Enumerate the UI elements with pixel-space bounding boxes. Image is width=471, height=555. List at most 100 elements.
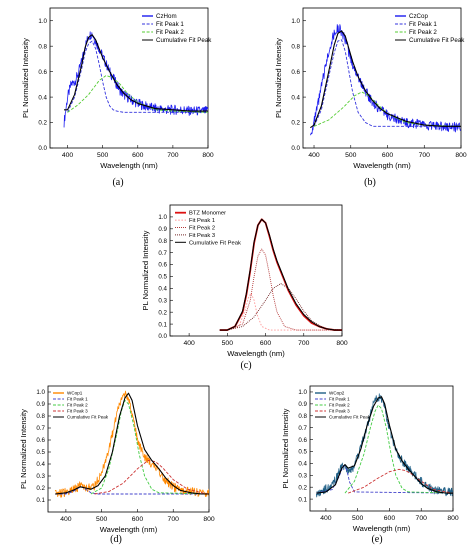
series-line-fit-peak-3 — [227, 283, 342, 331]
y-tick-label: 0.3 — [298, 472, 307, 479]
x-tick-label: 400 — [320, 515, 332, 522]
x-tick-label: 400 — [62, 152, 74, 159]
series-line-cumulative-fit-peak — [316, 396, 453, 494]
y-tick-label: 0.4 — [298, 461, 307, 468]
x-tick-label: 500 — [97, 152, 109, 159]
y-tick-label: 0.2 — [38, 120, 47, 127]
chart-panel-c: 400 500 600 700 800 0.0 0.1 0.2 0.3 0.4 0.5 0.6 0.7 0… — [141, 204, 348, 358]
y-tick-label: 0.8 — [158, 238, 167, 245]
x-axis-label: Wavelength (nm) — [100, 161, 158, 170]
y-tick-label: 0.6 — [298, 437, 307, 444]
series-line-fit-peak-1 — [313, 39, 461, 127]
x-tick-label: 500 — [345, 152, 357, 159]
legend-label: Fit Peak 2 — [329, 403, 350, 408]
x-tick-label: 600 — [132, 152, 144, 159]
series-line-fit-peak-2 — [344, 404, 453, 494]
y-tick-label: 0.2 — [298, 484, 307, 491]
y-tick-label: 0.7 — [298, 425, 307, 432]
x-axis-label: Wavelength (nm) — [353, 161, 411, 170]
y-axis-label: PL Normalized Intensity — [141, 230, 150, 310]
y-tick-label: 0.2 — [36, 485, 45, 492]
y-tick-label: 0.2 — [158, 309, 167, 316]
y-axis-label: PL Normalized Intensity — [274, 38, 283, 118]
y-tick-label: 1.0 — [298, 389, 307, 396]
x-tick-label: 800 — [202, 152, 214, 159]
series-line-czcop — [309, 24, 461, 136]
x-tick-label: 800 — [203, 516, 215, 523]
y-tick-label: 0.4 — [38, 94, 47, 101]
caption-e: (e) — [371, 534, 383, 545]
legend-label: Fit Peak 3 — [329, 409, 350, 414]
series-line-fit-peak-1 — [227, 292, 342, 331]
legend-label: Fit Peak 1 — [156, 21, 184, 28]
chart-panel-d: 400 500 600 700 800 0.1 0.2 0.3 0.4 0.5 0.6 0.7 0.8 0… — [19, 385, 215, 534]
x-tick-label: 700 — [167, 152, 179, 159]
y-tick-label: 0.8 — [38, 43, 47, 50]
plot-frame — [169, 204, 343, 337]
y-tick-label: 0.1 — [158, 321, 167, 328]
legend-label: CzCop — [409, 13, 428, 20]
legend-label: Cumulative Fit Peak — [189, 240, 241, 246]
y-tick-label: 0.9 — [298, 401, 307, 408]
series-line-fit-peak-1 — [316, 465, 453, 494]
x-tick-label: 800 — [336, 340, 348, 347]
caption-a: (a) — [112, 177, 124, 188]
series-line-fit-peak-2 — [227, 248, 342, 331]
y-tick-label: 0.3 — [36, 473, 45, 480]
y-axis-label: PL Normalized Intensity — [281, 408, 290, 488]
series-line-fit-peak-3 — [347, 468, 453, 494]
legend-label: WCop1 — [67, 391, 83, 396]
x-tick-label: 600 — [132, 516, 144, 523]
y-tick-label: 0.4 — [291, 94, 300, 101]
y-tick-label: 0.8 — [298, 413, 307, 420]
legend-label: Cumulative Fit Peak — [329, 415, 371, 420]
y-tick-label: 0.2 — [291, 120, 300, 127]
legend-label: Cumulative Fit Peak — [156, 37, 212, 44]
y-tick-label: 0.1 — [36, 497, 45, 504]
chart-panel-b: 400 500 600 700 800 0.0 0.2 0.4 0.6 0.8 1.0 Wavelen… — [274, 7, 467, 170]
y-tick-label: 0.6 — [38, 69, 47, 76]
series-line-fit-peak-2 — [67, 74, 208, 113]
plot-frame — [49, 7, 209, 149]
x-tick-label: 600 — [260, 340, 272, 347]
x-tick-label: 500 — [222, 340, 234, 347]
plot-frame — [302, 7, 462, 149]
y-tick-label: 0.8 — [291, 43, 300, 50]
y-tick-label: 0.8 — [36, 413, 45, 420]
chart-panel-a: 400 500 600 700 800 0.0 0.2 0.4 0.6 0.8 1.0 Wavelen… — [21, 7, 214, 170]
series-line-cumulative-fit-peak — [64, 34, 208, 112]
x-tick-label: 800 — [447, 515, 459, 522]
legend-label: Fit Peak 2 — [409, 29, 437, 36]
legend-label: Fit Peak 1 — [189, 218, 215, 224]
y-tick-label: 1.0 — [36, 389, 45, 396]
y-tick-label: 0.7 — [158, 250, 167, 257]
caption-c: (c) — [240, 360, 252, 371]
y-tick-label: 0.0 — [291, 145, 300, 152]
legend-label: Fit Peak 2 — [67, 403, 88, 408]
x-tick-label: 700 — [168, 516, 180, 523]
legend-label: WCop2 — [329, 391, 345, 396]
x-tick-label: 700 — [419, 152, 431, 159]
x-axis-label: Wavelength (nm) — [227, 349, 285, 358]
caption-d: (d) — [110, 534, 122, 545]
y-axis-label: PL Normalized Intensity — [21, 38, 30, 118]
legend-label: Cumulative Fit Peak — [409, 37, 465, 44]
series-line-fit-peak-3 — [94, 459, 209, 495]
x-tick-label: 400 — [308, 152, 320, 159]
y-tick-label: 0.4 — [36, 461, 45, 468]
x-tick-label: 500 — [352, 515, 364, 522]
y-tick-label: 0.4 — [158, 286, 167, 293]
legend-label: Fit Peak 1 — [329, 397, 350, 402]
y-tick-label: 1.0 — [158, 214, 167, 221]
y-tick-label: 0.5 — [158, 274, 167, 281]
chart-panel-e: 400 500 600 700 800 0.1 0.2 0.3 0.4 0.5 0.6 0.7 0.8 0… — [281, 385, 459, 533]
y-tick-label: 0.5 — [298, 449, 307, 456]
legend-label: Fit Peak 2 — [189, 226, 215, 232]
y-tick-label: 1.0 — [38, 18, 47, 25]
